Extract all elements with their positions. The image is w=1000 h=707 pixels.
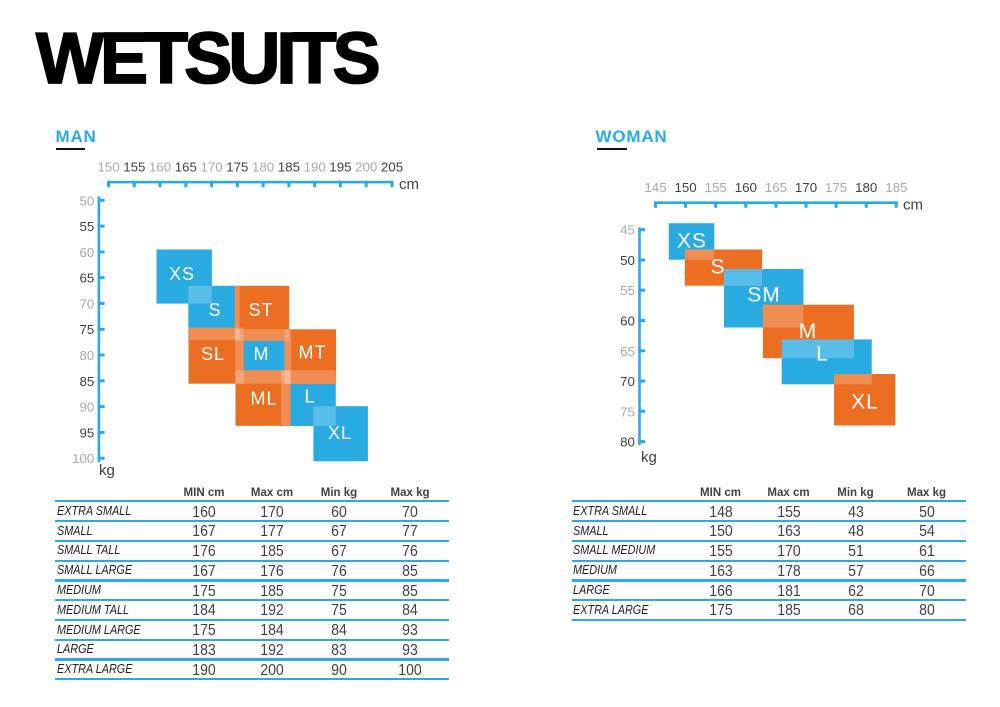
svg-text:170: 170 bbox=[201, 160, 223, 175]
svg-text:180: 180 bbox=[252, 160, 274, 175]
svg-text:S: S bbox=[710, 256, 725, 279]
svg-text:L: L bbox=[816, 343, 829, 366]
svg-text:80: 80 bbox=[620, 435, 635, 450]
svg-text:ML: ML bbox=[250, 388, 277, 408]
svg-text:195: 195 bbox=[329, 160, 351, 175]
svg-text:55: 55 bbox=[80, 219, 95, 234]
svg-text:155: 155 bbox=[705, 180, 727, 195]
svg-text:60: 60 bbox=[80, 245, 95, 260]
svg-text:65: 65 bbox=[620, 344, 635, 359]
svg-text:S: S bbox=[208, 300, 221, 320]
svg-text:185: 185 bbox=[278, 160, 300, 175]
svg-text:MT: MT bbox=[299, 342, 327, 362]
svg-text:45: 45 bbox=[620, 223, 635, 238]
svg-text:SL: SL bbox=[201, 344, 225, 364]
svg-text:170: 170 bbox=[795, 180, 817, 195]
svg-text:65: 65 bbox=[80, 271, 95, 286]
svg-text:L: L bbox=[304, 386, 315, 406]
svg-text:55: 55 bbox=[620, 283, 635, 298]
svg-text:M: M bbox=[254, 344, 270, 364]
svg-text:XL: XL bbox=[851, 391, 879, 414]
svg-text:80: 80 bbox=[80, 348, 95, 363]
svg-text:100: 100 bbox=[72, 451, 94, 466]
svg-text:50: 50 bbox=[80, 193, 95, 208]
svg-text:75: 75 bbox=[80, 322, 95, 337]
svg-text:85: 85 bbox=[80, 374, 95, 389]
svg-text:190: 190 bbox=[304, 160, 326, 175]
svg-text:185: 185 bbox=[885, 180, 907, 195]
svg-text:165: 165 bbox=[765, 180, 787, 195]
svg-text:75: 75 bbox=[620, 404, 635, 419]
svg-text:205: 205 bbox=[381, 160, 403, 175]
svg-text:155: 155 bbox=[123, 160, 145, 175]
svg-text:90: 90 bbox=[80, 400, 95, 415]
svg-text:XS: XS bbox=[677, 230, 707, 253]
svg-text:180: 180 bbox=[855, 180, 877, 195]
svg-text:SM: SM bbox=[747, 284, 781, 307]
svg-text:cm: cm bbox=[903, 197, 923, 214]
svg-text:70: 70 bbox=[80, 297, 95, 312]
svg-text:160: 160 bbox=[735, 180, 757, 195]
svg-text:XL: XL bbox=[328, 423, 352, 443]
svg-text:175: 175 bbox=[825, 180, 847, 195]
svg-text:175: 175 bbox=[226, 160, 248, 175]
svg-text:95: 95 bbox=[80, 425, 95, 440]
svg-text:kg: kg bbox=[641, 449, 657, 466]
svg-text:70: 70 bbox=[620, 374, 635, 389]
svg-text:200: 200 bbox=[355, 160, 377, 175]
svg-text:160: 160 bbox=[149, 160, 171, 175]
svg-text:ST: ST bbox=[248, 300, 273, 320]
svg-text:50: 50 bbox=[620, 253, 635, 268]
svg-text:150: 150 bbox=[675, 180, 697, 195]
svg-text:165: 165 bbox=[175, 160, 197, 175]
svg-text:150: 150 bbox=[97, 160, 119, 175]
svg-text:60: 60 bbox=[620, 314, 635, 329]
svg-text:M: M bbox=[799, 320, 818, 343]
svg-text:145: 145 bbox=[644, 180, 666, 195]
svg-text:kg: kg bbox=[99, 462, 115, 479]
svg-text:cm: cm bbox=[399, 176, 419, 193]
svg-text:XS: XS bbox=[169, 264, 195, 284]
